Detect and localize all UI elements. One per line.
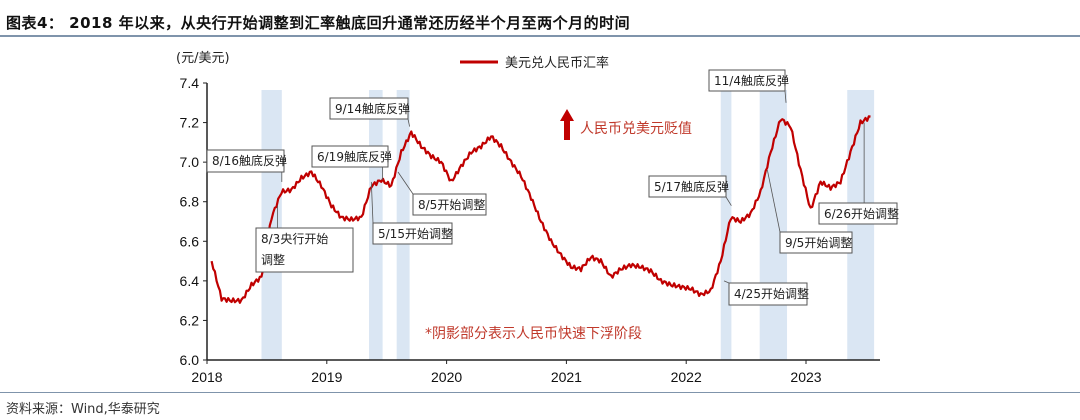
annotation-label: 9/5开始调整 — [785, 235, 852, 250]
legend-label: 美元兑人民币汇率 — [505, 55, 609, 71]
annotation-leader — [407, 118, 411, 127]
annotation-leader — [784, 90, 787, 103]
annotation: 8/16触底反弹 — [206, 149, 287, 182]
x-tick-label: 2019 — [311, 369, 342, 385]
x-tick-label: 2020 — [431, 369, 462, 385]
annotation: 6/26开始调整 — [818, 122, 899, 225]
exchange-rate-line — [210, 115, 871, 304]
annotation: 9/14触底反弹 — [329, 97, 411, 127]
y-tick-label: 6.2 — [180, 312, 200, 328]
annotation-label: 5/15开始调整 — [378, 226, 453, 241]
y-tick-label: 6.0 — [180, 352, 200, 368]
y-tick-label: 6.8 — [180, 194, 200, 210]
annotation-label: 8/3央行开始 — [261, 232, 328, 246]
footer-divider — [0, 392, 1080, 393]
x-tick-label: 2018 — [191, 369, 222, 385]
shaded-period — [720, 90, 732, 360]
shaded-period — [847, 90, 875, 360]
annotation-box — [728, 282, 808, 306]
y-tick-label: 6.6 — [180, 233, 200, 249]
depreciation-note: 人民币兑美元贬值 — [580, 121, 692, 137]
annotation: 4/25开始调整 — [723, 280, 809, 306]
shaded-period — [261, 90, 282, 360]
title-divider — [0, 35, 1080, 37]
annotation-label: 4/25开始调整 — [734, 286, 809, 301]
annotation-leader — [370, 181, 374, 224]
exchange-rate-chart: 6.0 6.2 6.4 6.6 6.8 7.0 7.2 7.4 2018 2019 2020 2021… — [176, 51, 899, 385]
annotation: 9/5开始调整 — [766, 169, 853, 254]
annotation-label: 8/16触底反弹 — [212, 153, 287, 168]
shade-note: *阴影部分表示人民币快速下浮阶段 — [425, 326, 642, 342]
annotation-box — [412, 193, 487, 216]
annotation-box — [648, 175, 727, 198]
y-tick-label: 7.4 — [180, 75, 200, 91]
annotation-box — [311, 145, 389, 168]
annotation-box — [329, 97, 409, 120]
annotation: 5/17触底反弹 — [648, 175, 732, 206]
annotation-box — [206, 149, 285, 173]
up-arrow-icon — [560, 109, 574, 140]
annotation-box — [779, 231, 853, 254]
annotation-leader — [397, 171, 414, 195]
x-tick-label: 2021 — [551, 369, 582, 385]
annotation-label: 6/26开始调整 — [824, 206, 899, 221]
shaded-period — [759, 90, 788, 360]
annotation-box — [255, 227, 354, 273]
annotation-leader — [725, 196, 732, 206]
annotation-leader — [723, 280, 730, 284]
annotation-box — [372, 222, 453, 245]
annotation-box — [818, 202, 898, 225]
annotation-label: 9/14触底反弹 — [335, 101, 410, 116]
annotation: 6/19触底反弹 — [311, 145, 392, 180]
annotation-label: 8/5开始调整 — [418, 197, 485, 212]
figure-title: 图表4： 2018 年以来，从央行开始调整到汇率触底回升通常还历经半个月至两个月… — [6, 14, 631, 32]
y-axis-unit: (元/美元) — [176, 51, 230, 66]
annotation: 11/4触底反弹 — [708, 69, 789, 103]
x-tick-label: 2022 — [671, 369, 702, 385]
y-tick-label: 6.4 — [180, 273, 200, 289]
annotation-label: 6/19触底反弹 — [317, 149, 392, 164]
x-tick-label: 2023 — [790, 369, 821, 385]
annotation-box — [708, 69, 786, 92]
annotation: 5/15开始调整 — [370, 181, 453, 245]
y-tick-label: 7.2 — [180, 115, 200, 131]
source-note: 资料来源：Wind,华泰研究 — [6, 402, 160, 417]
annotation-label: 5/17触底反弹 — [654, 179, 729, 194]
y-tick-label: 7.0 — [180, 154, 200, 170]
annotation-leader — [766, 169, 781, 233]
annotation-label: 11/4触底反弹 — [714, 73, 789, 88]
annotation: 8/5开始调整 — [397, 171, 487, 216]
annotation-label-line2: 调整 — [261, 252, 285, 267]
